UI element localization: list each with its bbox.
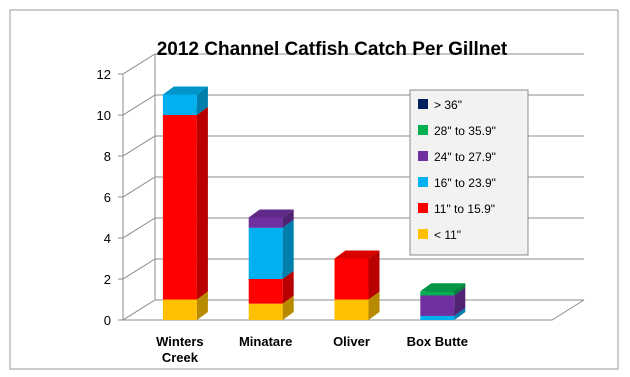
legend-label: 24" to 27.9" [434, 150, 496, 164]
bar-segment [162, 86, 208, 115]
bar-segment [162, 107, 208, 300]
bar-front [334, 258, 369, 300]
legend-swatch [418, 177, 428, 187]
bar-front [420, 291, 455, 296]
y-tick-label: 2 [104, 272, 111, 287]
bars [162, 86, 466, 320]
legend-item: 16" to 23.9" [418, 176, 496, 190]
gridline [122, 258, 584, 280]
bar-top [334, 250, 380, 259]
bar-front [162, 299, 197, 320]
bar-front [248, 303, 283, 320]
legend-label: 16" to 23.9" [434, 176, 496, 190]
bar-side [454, 283, 466, 296]
bar-side [282, 219, 294, 279]
chart-title: 2012 Channel Catfish Catch Per Gillnet [157, 39, 508, 60]
x-category-label: Creek [162, 350, 199, 365]
gridline [122, 53, 584, 75]
bar-side [454, 287, 466, 316]
bar-segment [334, 250, 380, 300]
legend: > 36" 28" to 35.9" 24" to 27.9" 16" to 23.9… [409, 89, 529, 256]
legend-label: < 11" [434, 228, 461, 242]
bar-side [196, 86, 208, 115]
bar-front [248, 217, 283, 228]
bar-front [420, 315, 455, 320]
y-tick-label: 10 [97, 108, 111, 123]
bar-side [454, 307, 466, 320]
x-category-label: Oliver [333, 334, 370, 349]
legend-label: 11" to 15.9" [434, 202, 495, 216]
x-category-label: Minatare [239, 334, 292, 349]
bar-segment [248, 219, 294, 279]
y-tick-label: 6 [104, 190, 111, 205]
bar-front [420, 295, 455, 316]
legend-swatch [418, 99, 428, 109]
legend-swatch [418, 125, 428, 135]
legend-item: < 11" [418, 228, 461, 242]
y-tick-label: 4 [104, 231, 111, 246]
bar-front [162, 94, 197, 115]
legend-swatch [418, 203, 428, 213]
bar-front [248, 279, 283, 304]
legend-label: 28" to 35.9" [434, 124, 496, 138]
bar-side [368, 291, 380, 320]
legend-swatch [418, 229, 428, 239]
bar-segment [248, 209, 294, 228]
bar-top [248, 209, 294, 218]
bar-side [196, 291, 208, 320]
y-tick-label: 0 [104, 313, 111, 328]
x-category-label: Winters [156, 334, 204, 349]
bar-front [248, 227, 283, 279]
bar-side [282, 271, 294, 304]
legend-box [409, 89, 529, 256]
legend-item: > 36" [418, 98, 462, 112]
bar-side [196, 107, 208, 300]
y-tick-label: 12 [97, 67, 111, 82]
legend-swatch [418, 151, 428, 161]
bar-side [368, 250, 380, 300]
bar-front [162, 115, 197, 300]
x-category-label: Box Butte [407, 334, 468, 349]
y-tick-label: 8 [104, 149, 111, 164]
bar-top [162, 86, 208, 95]
legend-item: 24" to 27.9" [418, 150, 496, 164]
y-axis-ticks: 0 2 4 6 8 10 12 [97, 67, 111, 328]
bar-side [282, 295, 294, 320]
legend-item: 28" to 35.9" [418, 124, 496, 138]
bar-segment [420, 283, 466, 296]
legend-label: > 36" [434, 98, 462, 112]
bar-top [420, 283, 466, 292]
bar-front [334, 299, 369, 320]
bar-side [282, 209, 294, 228]
legend-item: 11" to 15.9" [418, 202, 495, 216]
